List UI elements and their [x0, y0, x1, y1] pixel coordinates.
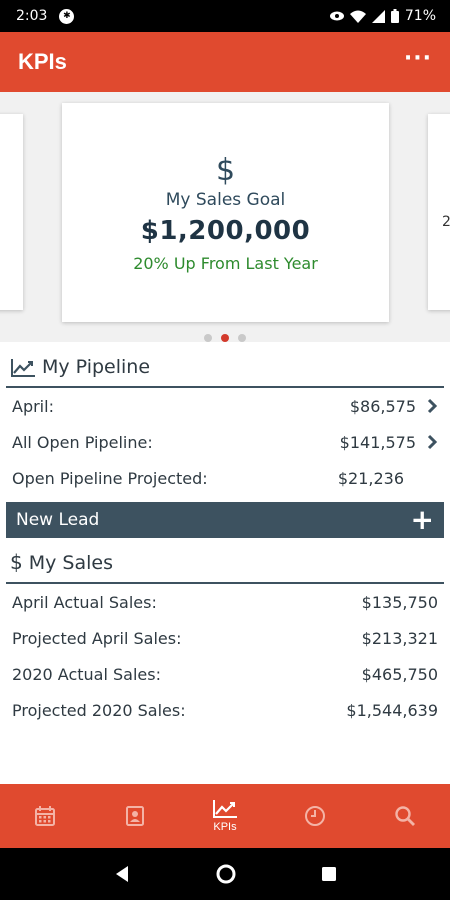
nav-item-history[interactable] [270, 784, 360, 848]
sales-row-year-projected: Projected 2020 Sales: $1,544,639 [12, 692, 438, 728]
pipeline-row-april[interactable]: April: $86,575 [12, 388, 438, 424]
bottom-navigation: KPIs [0, 784, 450, 848]
kpi-card-previous[interactable] [0, 114, 23, 310]
chevron-right-icon[interactable] [416, 434, 438, 450]
search-icon [395, 806, 415, 826]
row-label: April: [12, 396, 54, 416]
back-icon[interactable] [113, 865, 131, 883]
row-value: $141,575 [339, 432, 416, 452]
status-time: 2:03 [16, 8, 48, 24]
chevron-right-icon[interactable] [416, 398, 438, 414]
row-value: $21,236 [337, 468, 404, 488]
row-label: Open Pipeline Projected: [12, 468, 208, 488]
page-title: KPIs [18, 49, 67, 74]
nav-item-search[interactable] [360, 784, 450, 848]
nav-item-kpis[interactable]: KPIs [180, 784, 270, 848]
android-navigation-bar [0, 848, 450, 900]
plus-icon: + [410, 503, 434, 536]
sales-title: My Sales [28, 552, 113, 574]
nav-item-calendar[interactable] [0, 784, 90, 848]
pipeline-row-all-open[interactable]: All Open Pipeline: $141,575 [12, 424, 438, 460]
kpi-carousel[interactable]: $ My Sales Goal $1,200,000 20% Up From L… [0, 92, 450, 342]
home-icon[interactable] [216, 864, 236, 884]
battery-percent: 71% [404, 8, 436, 24]
more-options-button[interactable]: ··· [403, 46, 432, 71]
kpi-card-next-peek-text: 2 [442, 214, 450, 230]
row-value: $1,544,639 [346, 700, 438, 720]
row-label: All Open Pipeline: [12, 432, 153, 452]
recents-icon[interactable] [321, 866, 337, 882]
clock-icon [305, 806, 325, 826]
row-label: Projected April Sales: [12, 628, 182, 648]
sales-header: $ My Sales [6, 538, 444, 584]
eye-icon [329, 11, 344, 21]
pipeline-header: My Pipeline [6, 342, 444, 388]
app-bar: KPIs ··· [0, 32, 450, 92]
contacts-icon [126, 806, 144, 826]
kpi-card-subtitle: 20% Up From Last Year [133, 254, 318, 273]
kpi-chart-icon [213, 800, 237, 818]
sales-row-april-projected: Projected April Sales: $213,321 [12, 620, 438, 656]
trend-chart-icon [10, 358, 36, 378]
pipeline-title: My Pipeline [42, 356, 151, 378]
row-value: $213,321 [361, 628, 438, 648]
carousel-dot[interactable] [238, 334, 246, 342]
carousel-dot[interactable] [204, 334, 212, 342]
status-bar: 2:03 ✱ 71% [0, 0, 450, 32]
row-label: April Actual Sales: [12, 592, 157, 612]
nav-item-contacts[interactable] [90, 784, 180, 848]
battery-icon [390, 9, 399, 23]
row-value: $86,575 [349, 396, 416, 416]
new-lead-button[interactable]: New Lead + [6, 502, 444, 538]
row-label: Projected 2020 Sales: [12, 700, 186, 720]
kpi-content: My Pipeline April: $86,575 All Open Pipe… [0, 342, 450, 728]
wifi-icon [349, 10, 366, 23]
kpi-card-sales-goal[interactable]: $ My Sales Goal $1,200,000 20% Up From L… [62, 103, 389, 322]
calendar-icon [35, 806, 55, 826]
sales-row-year-actual: 2020 Actual Sales: $465,750 [12, 656, 438, 692]
signal-icon [371, 9, 385, 23]
dollar-icon: $ [10, 550, 23, 574]
carousel-page-indicator [0, 334, 450, 342]
pipeline-row-projected: Open Pipeline Projected: $21,236 [12, 460, 438, 496]
kpi-card-value: $1,200,000 [140, 216, 311, 246]
row-value: $465,750 [361, 664, 438, 684]
row-value: $135,750 [361, 592, 438, 612]
notification-app-icon: ✱ [59, 8, 75, 24]
nav-label: KPIs [213, 821, 237, 833]
row-label: 2020 Actual Sales: [12, 664, 161, 684]
carousel-dot-active[interactable] [221, 334, 229, 342]
sales-row-april-actual: April Actual Sales: $135,750 [12, 584, 438, 620]
kpi-card-next[interactable]: 2 [428, 114, 450, 310]
dollar-icon: $ [215, 153, 236, 188]
new-lead-label: New Lead [16, 510, 100, 530]
kpi-card-label: My Sales Goal [165, 190, 286, 210]
